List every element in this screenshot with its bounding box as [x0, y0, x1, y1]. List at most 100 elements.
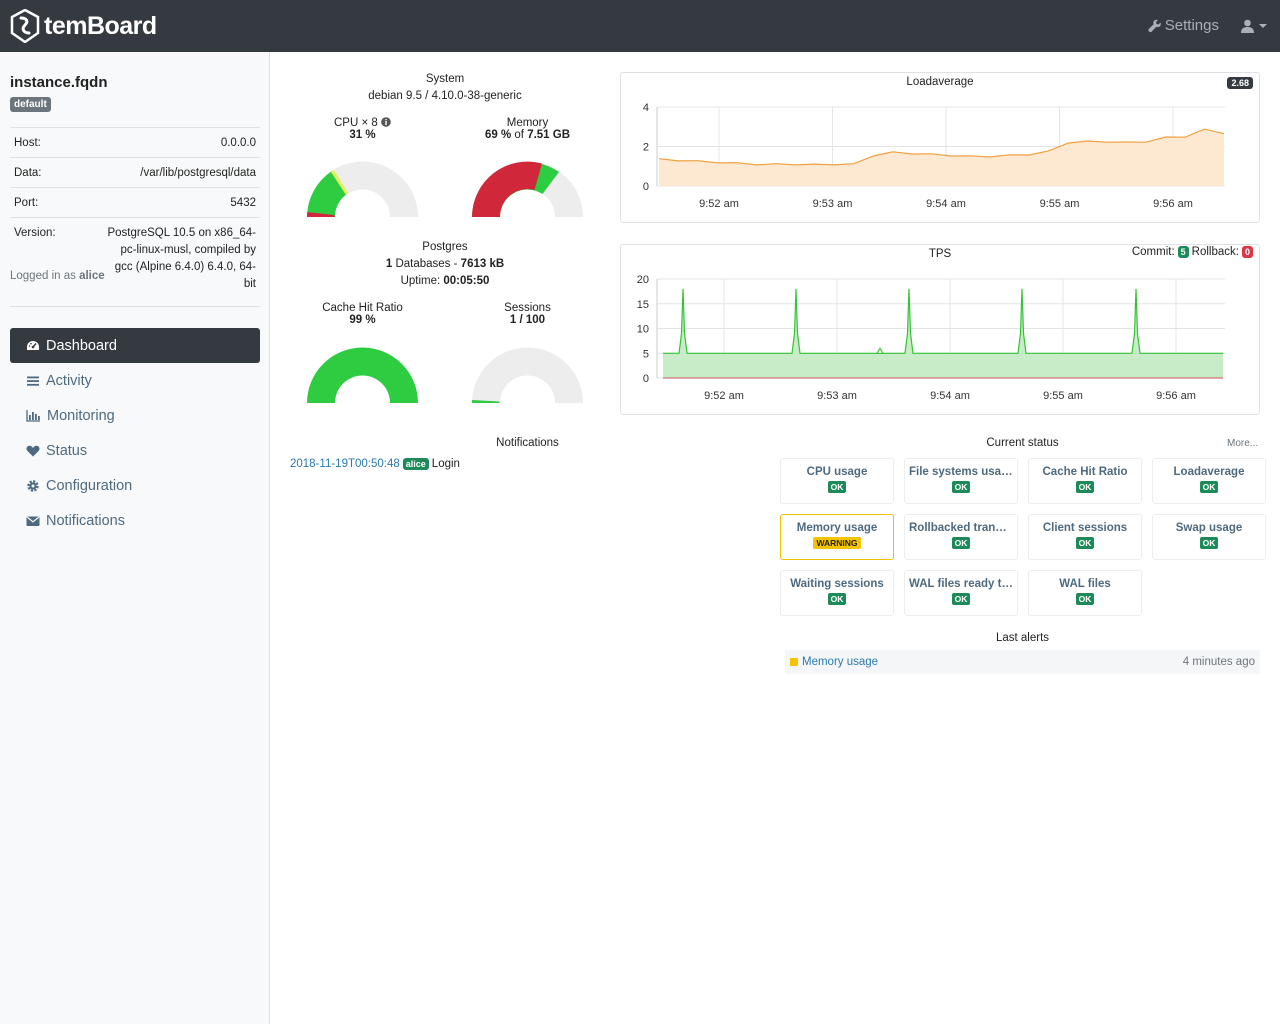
- postgres-title: Postgres: [422, 241, 468, 253]
- cache-gauge: [307, 347, 418, 403]
- notification-text: Login: [431, 458, 460, 470]
- status-name: Client sessions: [1042, 522, 1128, 534]
- info-key: Host:: [10, 127, 66, 158]
- sessions-value: 1 / 100: [509, 314, 546, 326]
- db-mid: Databases -: [395, 258, 458, 270]
- info-value: 0.0.0.0: [66, 127, 260, 158]
- status-name: Swap usage: [1175, 522, 1243, 534]
- sidebar-item-notifications[interactable]: Notifications: [10, 503, 260, 538]
- notification-date-link[interactable]: 2018-11-19T00:50:48: [290, 458, 400, 470]
- heart-icon: [26, 445, 40, 456]
- loadaverage-badge: 2.68: [1227, 77, 1253, 89]
- status-card-cpu-usage[interactable]: CPU usage OK: [780, 458, 894, 504]
- x-tick-label: 9:52 am: [704, 390, 744, 402]
- status-name: Waiting sessions: [790, 578, 884, 590]
- cache-gauge-title: Cache Hit Ratio 99 %: [300, 302, 425, 326]
- sidebar-item-configuration[interactable]: Configuration: [10, 468, 260, 503]
- legend-rollback: Rollback:: [1191, 246, 1239, 258]
- alert-name-link[interactable]: Memory usage: [802, 656, 879, 668]
- status-name: Memory usage: [796, 522, 878, 534]
- status-card-swap-usage[interactable]: Swap usage OK: [1152, 514, 1266, 560]
- x-tick-label: 9:54 am: [926, 198, 966, 210]
- sessions-gauge: [472, 347, 583, 403]
- brand-name: temBoard: [44, 11, 157, 40]
- tps-area-fill: [663, 288, 1223, 378]
- instance-name: instance.fqdn: [10, 74, 108, 91]
- cpu-gauge-title: CPU × 8 31 %: [300, 117, 425, 141]
- sessions-gauge-title: Sessions 1 / 100: [465, 302, 590, 326]
- memory-gauge-title: Memory 69 % of 7.51 GB: [465, 117, 590, 141]
- info-value: PostgreSQL 10.5 on x86_64-pc-linux-musl,…: [66, 217, 260, 298]
- notifications-title: Notifications: [496, 437, 559, 449]
- status-card-wal-files-ready[interactable]: WAL files ready to archive OK: [904, 570, 1018, 616]
- loadaverage-chart: Loadaverage 2.68 0 2 4 9:52 am 9:53 am 9:54 a…: [620, 72, 1260, 223]
- status-card-client-sessions[interactable]: Client sessions OK: [1028, 514, 1142, 560]
- status-badge: OK: [1075, 537, 1095, 549]
- system-os: debian 9.5 / 4.10.0-38-generic: [368, 90, 522, 102]
- logo[interactable]: temBoard: [10, 9, 157, 43]
- tps-plot[interactable]: 0 5 10 15 20 9:52 am 9:53 am 9:54 am 9:55 am 9:56…: [621, 245, 1259, 414]
- logged-in-text: Logged in as alice: [10, 270, 105, 282]
- list-icon: [27, 376, 39, 386]
- gear-icon: [27, 479, 39, 492]
- x-tick-label: 9:55 am: [1043, 390, 1083, 402]
- user-menu[interactable]: [1241, 19, 1268, 33]
- settings-link[interactable]: Settings: [1148, 17, 1219, 34]
- info-row-host: Host: 0.0.0.0: [10, 127, 260, 158]
- load-area-fill: [659, 129, 1224, 186]
- info-key: Data:: [10, 157, 66, 188]
- loadaverage-plot[interactable]: 0 2 4 9:52 am 9:53 am 9:54 am 9:55 am 9:56 am: [621, 73, 1259, 222]
- x-tick-label: 9:52 am: [699, 198, 739, 210]
- uptime-label: Uptime:: [400, 275, 441, 287]
- y-tick-label: 0: [643, 181, 649, 193]
- current-status-title: Current status: [986, 437, 1059, 449]
- status-card-memory-usage[interactable]: Memory usage WARNING: [780, 514, 894, 560]
- sidebar-nav: Dashboard Activity Monitoring Status: [10, 328, 260, 538]
- status-name: WAL files ready to archive: [909, 578, 1017, 590]
- tps-commit-line: [663, 288, 1223, 354]
- status-card-loadaverage[interactable]: Loadaverage OK: [1152, 458, 1266, 504]
- info-row-version: Version: PostgreSQL 10.5 on x86_64-pc-li…: [10, 217, 260, 298]
- caret-down-icon: [1259, 23, 1267, 28]
- load-series-line: [658, 128, 1225, 166]
- chart-title: Loadaverage: [906, 76, 974, 88]
- status-card-cache-hit-ratio[interactable]: Cache Hit Ratio OK: [1028, 458, 1142, 504]
- sidebar-item-monitoring[interactable]: Monitoring: [10, 398, 260, 433]
- instance-group-badge: default: [10, 97, 51, 112]
- user-icon: [1241, 19, 1254, 33]
- sidebar-item-status[interactable]: Status: [10, 433, 260, 468]
- tps-small-bump: [876, 347, 884, 354]
- sidebar-divider: [10, 306, 260, 307]
- status-card-file-systems-usage[interactable]: File systems usage OK: [904, 458, 1018, 504]
- memory-gauge: [472, 161, 583, 217]
- status-card-rollbacked-transactions[interactable]: Rollbacked transactions OK: [904, 514, 1018, 560]
- memory-of: of: [514, 129, 524, 141]
- status-badge: OK: [951, 593, 971, 605]
- uptime-value: 00:05:50: [443, 275, 490, 287]
- sidebar-item-activity[interactable]: Activity: [10, 363, 260, 398]
- system-title: System: [425, 73, 465, 85]
- sidebar-item-dashboard[interactable]: Dashboard: [10, 328, 260, 363]
- x-tick-label: 9:56 am: [1153, 198, 1193, 210]
- status-name: Rollbacked transactions: [909, 522, 1017, 534]
- status-name: CPU usage: [806, 466, 868, 478]
- status-badge: OK: [951, 537, 971, 549]
- x-tick-label: 9:53 am: [813, 198, 853, 210]
- status-more-link[interactable]: More...: [1227, 438, 1259, 449]
- memory-label: Memory: [506, 117, 549, 129]
- status-badge: OK: [827, 593, 847, 605]
- envelope-icon: [26, 516, 40, 526]
- status-card-wal-files[interactable]: WAL files OK: [1028, 570, 1142, 616]
- x-tick-label: 9:55 am: [1040, 198, 1080, 210]
- status-badge: OK: [827, 481, 847, 493]
- status-name: Cache Hit Ratio: [1042, 466, 1128, 478]
- info-icon[interactable]: [381, 117, 391, 127]
- cpu-value: 31 %: [349, 129, 376, 141]
- cpu-label: CPU × 8: [334, 117, 378, 129]
- status-badge: OK: [1075, 593, 1095, 605]
- status-badge: OK: [1075, 481, 1095, 493]
- status-card-waiting-sessions[interactable]: Waiting sessions OK: [780, 570, 894, 616]
- status-badge: OK: [1199, 537, 1219, 549]
- bar-chart-icon: [26, 409, 40, 422]
- info-value: 5432: [66, 187, 260, 218]
